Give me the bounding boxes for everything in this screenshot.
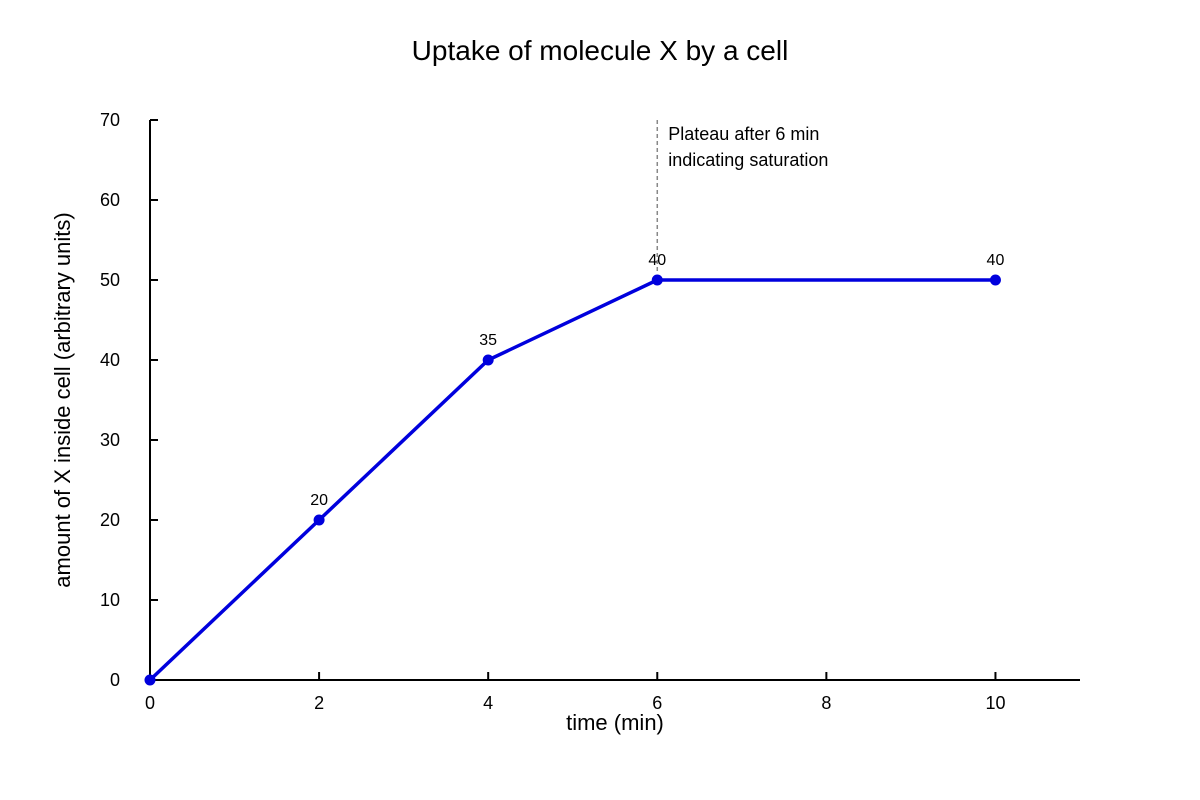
data-label: 20 xyxy=(310,492,328,509)
y-tick-label: 20 xyxy=(100,510,120,530)
series-line xyxy=(148,278,996,682)
x-tick-label: 8 xyxy=(821,693,831,713)
annotation-text: indicating saturation xyxy=(668,150,828,170)
y-tick-label: 0 xyxy=(110,670,120,690)
y-tick-label: 60 xyxy=(100,190,120,210)
series-layer: 20 35 40 40 xyxy=(144,252,1005,686)
data-point xyxy=(651,274,663,286)
y-tick-label: 10 xyxy=(100,590,120,610)
annotation-text: Plateau after 6 min xyxy=(668,124,819,144)
data-label: 40 xyxy=(648,252,666,269)
chart-title: Uptake of molecule X by a cell xyxy=(412,35,789,66)
annotation: Plateau after 6 min indicating saturation xyxy=(656,120,828,272)
x-axis-label: time (min) xyxy=(566,710,664,735)
x-ticks: 0 2 4 6 8 10 xyxy=(145,672,1005,713)
data-point xyxy=(144,674,156,686)
y-tick-label: 40 xyxy=(100,350,120,370)
y-tick-label: 30 xyxy=(100,430,120,450)
y-ticks: 0 10 20 30 40 50 60 70 xyxy=(100,110,158,690)
data-point xyxy=(313,514,325,526)
y-axis-label: amount of X inside cell (arbitrary units… xyxy=(50,212,75,587)
y-tick-label: 50 xyxy=(100,270,120,290)
x-tick-label: 4 xyxy=(483,693,493,713)
data-label: 40 xyxy=(987,252,1005,269)
x-tick-label: 10 xyxy=(985,693,1005,713)
x-tick-label: 2 xyxy=(314,693,324,713)
data-point xyxy=(989,274,1001,286)
data-point xyxy=(482,354,494,366)
data-label: 35 xyxy=(479,332,497,349)
y-tick-label: 70 xyxy=(100,110,120,130)
x-tick-label: 0 xyxy=(145,693,155,713)
x-tick-label: 6 xyxy=(652,693,662,713)
